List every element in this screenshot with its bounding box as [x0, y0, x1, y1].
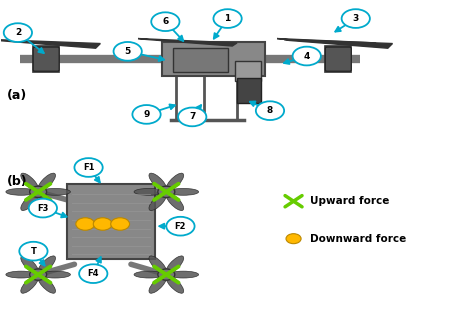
Text: (a): (a) — [7, 89, 27, 102]
FancyBboxPatch shape — [325, 47, 351, 71]
Text: 3: 3 — [353, 14, 359, 23]
Ellipse shape — [149, 193, 167, 210]
Circle shape — [29, 199, 57, 217]
FancyBboxPatch shape — [173, 48, 228, 72]
Text: (b): (b) — [7, 175, 27, 188]
Text: 2: 2 — [15, 28, 21, 37]
Ellipse shape — [166, 256, 183, 274]
Ellipse shape — [149, 275, 167, 293]
Ellipse shape — [21, 193, 38, 210]
Text: 8: 8 — [267, 106, 273, 115]
Ellipse shape — [6, 188, 36, 195]
Circle shape — [151, 12, 180, 31]
FancyBboxPatch shape — [237, 78, 261, 103]
Ellipse shape — [166, 173, 183, 191]
Text: F4: F4 — [88, 269, 99, 278]
Circle shape — [286, 234, 301, 244]
Polygon shape — [277, 38, 376, 46]
Ellipse shape — [38, 193, 55, 210]
Polygon shape — [0, 39, 100, 48]
Ellipse shape — [166, 193, 183, 210]
Circle shape — [256, 101, 284, 120]
FancyBboxPatch shape — [67, 184, 155, 259]
Circle shape — [178, 107, 206, 126]
Text: Upward force: Upward force — [310, 196, 390, 206]
Ellipse shape — [38, 275, 55, 293]
FancyBboxPatch shape — [33, 47, 59, 71]
Text: 9: 9 — [143, 110, 150, 119]
Circle shape — [114, 42, 142, 61]
Text: 7: 7 — [189, 112, 195, 121]
Ellipse shape — [38, 256, 55, 274]
Circle shape — [166, 217, 195, 236]
Circle shape — [213, 9, 242, 28]
Ellipse shape — [40, 271, 71, 278]
Text: Downward force: Downward force — [310, 234, 406, 244]
Ellipse shape — [168, 271, 199, 278]
FancyBboxPatch shape — [162, 42, 265, 76]
Ellipse shape — [21, 173, 38, 191]
Circle shape — [4, 23, 32, 42]
Circle shape — [30, 186, 46, 198]
Circle shape — [74, 158, 103, 177]
Ellipse shape — [40, 188, 71, 195]
Ellipse shape — [6, 271, 36, 278]
Circle shape — [30, 269, 46, 280]
Text: 4: 4 — [303, 52, 310, 60]
FancyBboxPatch shape — [33, 46, 59, 72]
Circle shape — [158, 186, 175, 198]
Text: 6: 6 — [162, 17, 168, 26]
Ellipse shape — [149, 173, 167, 191]
Ellipse shape — [38, 173, 55, 191]
Circle shape — [292, 47, 321, 66]
Circle shape — [132, 105, 161, 124]
Ellipse shape — [21, 256, 38, 274]
Ellipse shape — [134, 271, 164, 278]
Ellipse shape — [166, 275, 183, 293]
Ellipse shape — [134, 188, 164, 195]
Polygon shape — [138, 38, 237, 46]
Circle shape — [76, 218, 95, 230]
Ellipse shape — [168, 188, 199, 195]
Text: T: T — [30, 247, 36, 256]
Ellipse shape — [149, 256, 167, 274]
Text: 5: 5 — [125, 47, 131, 56]
Circle shape — [158, 269, 175, 280]
Circle shape — [19, 242, 47, 261]
Text: 1: 1 — [225, 14, 231, 23]
FancyBboxPatch shape — [325, 46, 351, 72]
Text: F1: F1 — [83, 163, 94, 172]
Circle shape — [93, 218, 112, 230]
Ellipse shape — [21, 275, 38, 293]
FancyBboxPatch shape — [235, 61, 261, 81]
Polygon shape — [284, 39, 392, 48]
Circle shape — [111, 218, 129, 230]
Text: F3: F3 — [37, 203, 48, 213]
Circle shape — [342, 9, 370, 28]
Circle shape — [79, 264, 108, 283]
Text: F2: F2 — [175, 222, 186, 231]
